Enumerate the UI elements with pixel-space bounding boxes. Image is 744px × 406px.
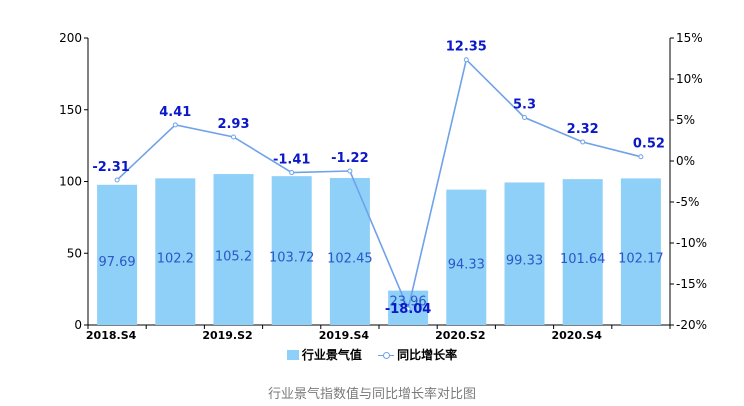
- line-label: -2.31: [92, 160, 129, 175]
- legend-bar-label: 行业景气值: [301, 348, 362, 362]
- axes: 0 50 100 150 200 -20% -15% -10% -5% 0% 5% 10% 15% 201…: [59, 31, 707, 340]
- caption: 行业景气指数值与同比增长率对比图: [267, 387, 476, 402]
- legend-item-line: 同比增长率: [378, 346, 457, 363]
- legend: 行业景气值 同比增长率: [0, 346, 744, 363]
- line-label: 2.93: [217, 117, 249, 132]
- line-point: [114, 177, 120, 183]
- line-label: 12.35: [446, 40, 487, 55]
- bar: [213, 174, 254, 325]
- line-point: [638, 154, 644, 160]
- line-label: 0.52: [633, 137, 665, 152]
- y2-tick-label: 5%: [676, 113, 695, 127]
- y2-tick-label: -5%: [676, 195, 699, 209]
- x-tick-label: 2018.S4: [86, 329, 137, 340]
- line-point: [463, 57, 469, 63]
- bar-label: 99.33: [506, 254, 543, 269]
- y2-tick-label: -10%: [676, 236, 707, 250]
- data-labels: 97.69 102.2 105.2 103.72 102.45 23.96 94.33 99.…: [92, 40, 665, 317]
- x-tick-label: 2020.S2: [435, 329, 485, 340]
- y-tick-label: 100: [59, 175, 82, 189]
- y2-tick-label: -20%: [676, 318, 707, 332]
- line-point: [231, 134, 236, 140]
- bar-label: 102.17: [618, 252, 664, 267]
- line-point: [522, 115, 527, 121]
- legend-line-marker-icon: [378, 350, 395, 360]
- bar-label: 97.69: [98, 255, 135, 270]
- line-label: -1.41: [273, 153, 310, 168]
- line-point: [347, 168, 353, 174]
- bar-label: 102.2: [157, 252, 194, 267]
- line-label: -18.04: [385, 302, 432, 317]
- line-point: [172, 122, 178, 128]
- line-path: [116, 58, 642, 312]
- bar-label: 103.72: [269, 251, 315, 266]
- bar-label: 101.64: [560, 252, 606, 267]
- line-series: [114, 57, 644, 312]
- bar-label: 94.33: [448, 257, 485, 272]
- bar: [97, 184, 138, 325]
- line-label: 4.41: [159, 105, 191, 120]
- bar-label: 105.2: [215, 250, 252, 265]
- legend-line-label: 同比增长率: [397, 348, 458, 362]
- y-tick-label: 150: [59, 103, 82, 117]
- bars: [97, 174, 661, 325]
- line-label: -1.22: [331, 151, 368, 166]
- bar: [155, 178, 196, 325]
- line-label: 2.32: [567, 122, 599, 137]
- y2-tick-label: 15%: [676, 31, 703, 45]
- line-point: [580, 139, 586, 145]
- bar: [620, 178, 661, 325]
- y-tick-label: 200: [59, 31, 82, 45]
- chart: 0 50 100 150 200 -20% -15% -10% -5% 0% 5% 10% 15% 201…: [59, 31, 707, 340]
- y2-tick-label: -15%: [676, 277, 707, 291]
- x-tick-label: 2019.S2: [202, 329, 252, 340]
- bar: [446, 189, 487, 325]
- x-tick-label: 2020.S4: [552, 329, 603, 340]
- bar: [271, 176, 312, 325]
- y-tick-label: 50: [67, 246, 82, 260]
- line-point: [289, 170, 295, 176]
- y2-tick-label: 10%: [676, 72, 703, 86]
- bar-label: 102.45: [327, 251, 373, 266]
- line-label: 5.3: [513, 98, 536, 113]
- bar: [562, 179, 603, 325]
- y2-tick-label: 0%: [676, 154, 695, 168]
- bar-label: 23.96: [389, 295, 426, 310]
- legend-item-bar: 行业景气值: [286, 346, 362, 363]
- bar: [504, 182, 545, 325]
- x-tick-label: 2019.S4: [319, 329, 370, 340]
- line-point: [405, 306, 411, 312]
- y-tick-label: 0: [74, 318, 82, 332]
- legend-bar-swatch: [286, 349, 299, 360]
